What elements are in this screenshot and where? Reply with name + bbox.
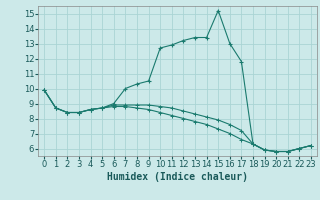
X-axis label: Humidex (Indice chaleur): Humidex (Indice chaleur): [107, 172, 248, 182]
